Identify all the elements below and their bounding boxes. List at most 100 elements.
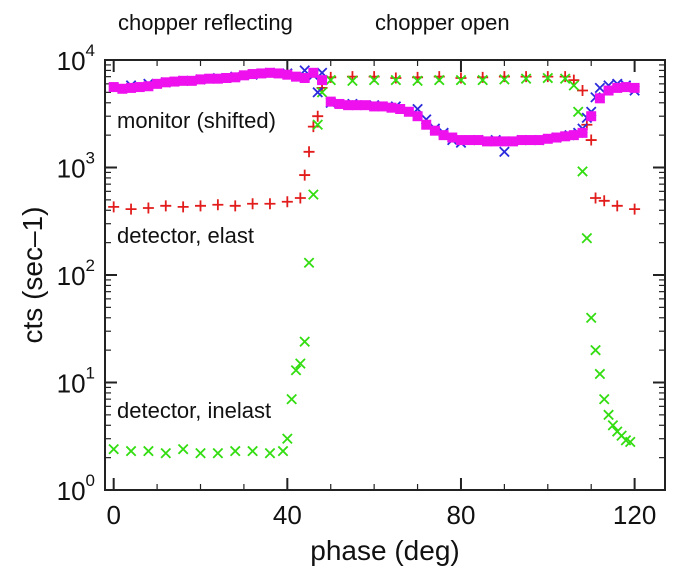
data-point [577, 127, 588, 138]
data-point [499, 136, 510, 147]
data-point [559, 73, 571, 85]
data-point [134, 82, 145, 93]
data-point [178, 75, 189, 86]
data-point [620, 82, 631, 93]
data-point [195, 447, 206, 459]
data-point [247, 445, 258, 457]
x-tick-labels: 0 40 80 120 [106, 500, 656, 530]
data-point [603, 85, 614, 96]
data-point [568, 74, 580, 86]
data-point [568, 130, 579, 141]
data-point [455, 74, 467, 86]
y-tick-label: 104 [57, 41, 95, 76]
data-point [142, 202, 154, 214]
data-point [177, 201, 189, 213]
data-point [590, 344, 601, 356]
annotation-detector-inelast: detector, inelast [117, 398, 271, 423]
data-point [421, 119, 432, 130]
data-point [317, 75, 328, 86]
data-point [108, 82, 119, 93]
data-point [108, 201, 120, 213]
data-point [560, 131, 571, 142]
data-point [247, 69, 258, 80]
data-point [286, 393, 297, 405]
data-point [433, 74, 445, 86]
data-point [585, 312, 597, 324]
data-point [568, 80, 580, 91]
data-point [551, 132, 562, 143]
data-point [282, 433, 293, 445]
data-point [624, 436, 636, 448]
data-point [281, 196, 293, 208]
data-point [594, 368, 606, 380]
y-tick-label: 100 [57, 471, 95, 506]
tick-layer [105, 59, 665, 491]
data-point [516, 135, 527, 146]
data-point [403, 106, 414, 117]
data-point [520, 71, 532, 83]
x-tick-label: 40 [273, 500, 302, 530]
data-point [325, 96, 336, 107]
data-point [534, 135, 545, 146]
data-point [499, 74, 510, 85]
data-point [316, 87, 328, 98]
data-point [455, 135, 466, 146]
annotation-monitor: monitor (shifted) [117, 108, 276, 133]
data-point [291, 71, 302, 82]
data-point [586, 111, 597, 122]
data-point [117, 83, 128, 94]
data-point [473, 135, 484, 146]
data-point [455, 72, 467, 84]
data-point [438, 130, 449, 141]
y-axis-label: cts (sec–1) [17, 207, 48, 344]
data-point [212, 199, 224, 211]
data-point [612, 82, 623, 93]
data-point [312, 87, 324, 98]
data-point [264, 447, 276, 459]
y-tick-label: 102 [57, 256, 95, 291]
data-point [312, 110, 324, 122]
x-tick-label: 120 [613, 500, 656, 530]
data-point [295, 358, 306, 369]
data-point [299, 336, 311, 347]
data-point [594, 93, 605, 104]
data-point [390, 72, 402, 84]
data-point [160, 447, 172, 459]
data-point [464, 135, 475, 146]
data-point [334, 98, 345, 109]
data-point [264, 198, 276, 210]
data-point [125, 203, 137, 215]
data-point [169, 76, 180, 87]
data-point [177, 443, 189, 455]
data-point [212, 447, 224, 459]
x-tick-label: 0 [106, 500, 120, 530]
data-point [238, 70, 249, 81]
data-point [277, 445, 289, 457]
data-point [143, 81, 154, 92]
data-point [195, 200, 207, 212]
data-point [229, 445, 241, 457]
data-point [603, 409, 614, 421]
data-point [152, 78, 163, 89]
data-point [447, 132, 458, 143]
data-point [308, 189, 319, 200]
series-1 [108, 72, 636, 459]
x-tick-label: 80 [447, 500, 476, 530]
data-point [221, 73, 232, 84]
data-point [629, 203, 641, 215]
data-point [360, 100, 371, 111]
data-point [607, 419, 619, 431]
data-point [347, 75, 358, 87]
data-point [542, 133, 553, 144]
series-0 [108, 71, 641, 215]
data-point [256, 68, 267, 79]
data-point [598, 195, 610, 207]
data-point [282, 69, 293, 80]
data-point [351, 100, 362, 111]
data-point [212, 73, 223, 84]
data-point [160, 200, 172, 212]
series-3 [108, 67, 640, 147]
annotation-chopper-open: chopper open [375, 10, 510, 35]
x-axis-label: phase (deg) [310, 535, 459, 566]
